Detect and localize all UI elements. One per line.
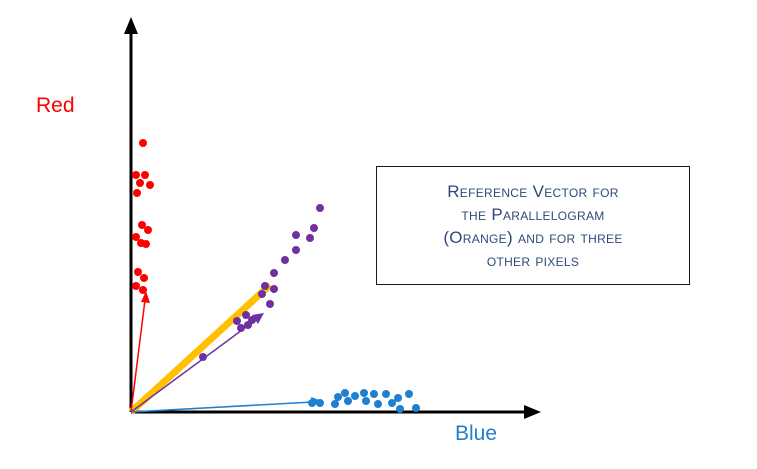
red-pixel-point bbox=[132, 282, 140, 290]
callout-box: Reference Vector for the Parallelogram (… bbox=[376, 166, 690, 285]
purple-pixel-point bbox=[233, 317, 241, 325]
red-axis-arrowhead bbox=[124, 17, 138, 34]
blue-pixel-point bbox=[308, 399, 316, 407]
orange-reference-vector bbox=[128, 282, 273, 415]
blue-pixel-point bbox=[412, 404, 420, 412]
red-pixel-point bbox=[141, 171, 149, 179]
blue-axis-label: Blue bbox=[455, 422, 498, 445]
purple-pixel-point bbox=[292, 246, 300, 254]
blue-pixel-point bbox=[360, 389, 368, 397]
purple-pixel-point bbox=[199, 353, 207, 361]
blue-pixel-point bbox=[341, 389, 349, 397]
red-pixel-point bbox=[132, 171, 140, 179]
purple-pixel-point bbox=[258, 290, 266, 298]
blue-pixel-vector bbox=[130, 397, 322, 413]
purple-pixel-cluster bbox=[199, 204, 324, 361]
red-pixel-point bbox=[132, 233, 140, 241]
purple-pixel-point bbox=[261, 282, 269, 290]
purple-pixel-point bbox=[270, 269, 278, 277]
red-pixel-vector bbox=[130, 291, 150, 413]
blue-pixel-point bbox=[316, 399, 324, 407]
blue-pixel-point bbox=[374, 400, 382, 408]
purple-pixel-point bbox=[281, 256, 289, 264]
purple-pixel-vector bbox=[130, 313, 264, 413]
red-pixel-point bbox=[142, 240, 150, 248]
red-axis-label: Red bbox=[36, 94, 75, 117]
blue-pixel-point bbox=[370, 390, 378, 398]
callout-line: (Orange) and for three bbox=[443, 227, 623, 247]
blue-pixel-cluster bbox=[308, 389, 420, 413]
purple-pixel-point bbox=[237, 324, 245, 332]
red-pixel-cluster bbox=[132, 139, 154, 294]
blue-pixel-point bbox=[394, 394, 402, 402]
purple-pixel-point bbox=[270, 285, 278, 293]
red-pixel-point bbox=[144, 226, 152, 234]
purple-pixel-point bbox=[266, 300, 274, 308]
purple-pixel-point bbox=[248, 316, 256, 324]
axes bbox=[124, 17, 541, 419]
purple-pixel-point bbox=[310, 224, 318, 232]
blue-pixel-point bbox=[331, 400, 339, 408]
red-pixel-point bbox=[133, 189, 141, 197]
blue-axis-arrowhead bbox=[524, 405, 541, 419]
callout-line: other pixels bbox=[486, 250, 580, 270]
purple-pixel-point bbox=[242, 311, 250, 319]
red-pixel-point bbox=[134, 268, 142, 276]
purple-pixel-point bbox=[316, 204, 324, 212]
blue-pixel-point bbox=[334, 393, 342, 401]
red-pixel-point bbox=[139, 286, 147, 294]
blue-pixel-point bbox=[382, 390, 390, 398]
blue-pixel-point bbox=[405, 390, 413, 398]
red-pixel-point bbox=[146, 181, 154, 189]
blue-pixel-point bbox=[344, 397, 352, 405]
purple-pixel-point bbox=[292, 231, 300, 239]
red-pixel-point bbox=[138, 221, 146, 229]
blue-pixel-point bbox=[351, 392, 359, 400]
red-pixel-point bbox=[136, 179, 144, 187]
blue-pixel-point bbox=[396, 405, 404, 413]
blue-pixel-point bbox=[362, 397, 370, 405]
red-pixel-point bbox=[140, 274, 148, 282]
red-pixel-point bbox=[139, 139, 147, 147]
callout-line: the Parallelogram bbox=[461, 204, 605, 224]
blue-pixel-point bbox=[388, 399, 396, 407]
purple-pixel-point bbox=[306, 234, 314, 242]
callout-line: Reference Vector for bbox=[447, 181, 619, 201]
